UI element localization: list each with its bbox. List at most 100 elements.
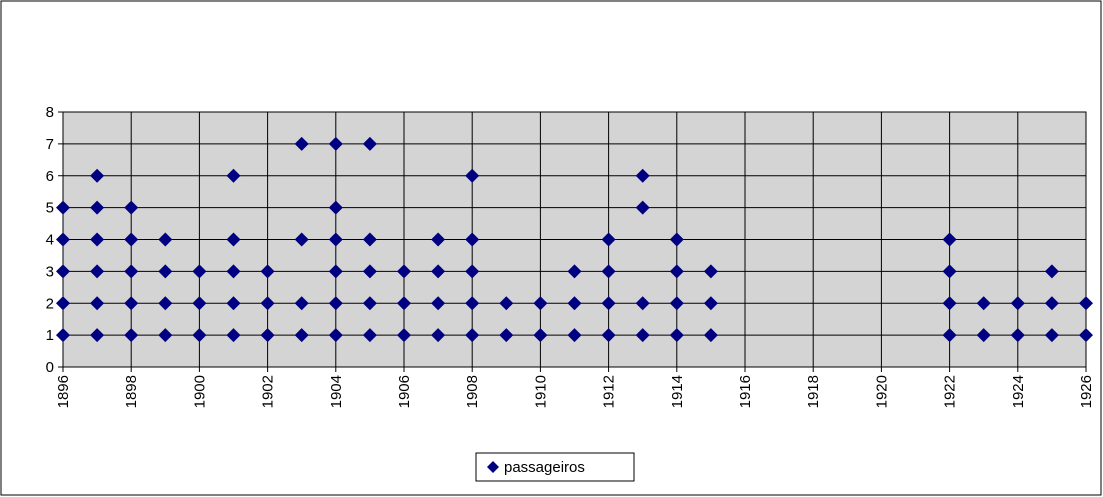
point: [294, 296, 309, 311]
point: [56, 296, 70, 311]
x-tick-label: 1920: [873, 375, 890, 408]
point: [567, 264, 582, 279]
legend: [475, 452, 635, 482]
point: [328, 264, 343, 279]
point: [90, 296, 105, 311]
point: [226, 232, 241, 247]
x-tick-label: 1922: [942, 375, 959, 408]
point: [90, 328, 105, 343]
point: [294, 232, 309, 247]
x-tick-label: 1914: [669, 375, 686, 408]
point: [124, 200, 139, 215]
point: [533, 328, 548, 343]
point: [397, 296, 411, 311]
point: [976, 296, 991, 311]
point: [635, 200, 650, 215]
point: [669, 232, 684, 247]
point: [465, 296, 480, 311]
point: [1010, 328, 1025, 343]
point: [328, 232, 343, 247]
point: [158, 232, 173, 247]
point: [260, 328, 275, 343]
point: [397, 328, 411, 343]
point: [1079, 296, 1093, 311]
x-tick-label: 1902: [260, 375, 277, 408]
point: [567, 328, 582, 343]
point: [294, 136, 309, 151]
point: [397, 264, 411, 279]
point: [328, 328, 343, 343]
point: [499, 328, 514, 343]
point: [362, 136, 377, 151]
point: [635, 296, 650, 311]
point: [226, 264, 241, 279]
point: [124, 264, 139, 279]
point: [260, 296, 275, 311]
point: [158, 296, 173, 311]
point: [669, 264, 684, 279]
point: [601, 264, 616, 279]
x-tick-label: 1926: [1078, 375, 1095, 408]
x-tick-label: 1916: [737, 375, 754, 408]
y-tick-label: 3: [46, 263, 54, 280]
point: [669, 328, 684, 343]
point: [1044, 328, 1059, 343]
point: [703, 296, 718, 311]
point: [567, 296, 582, 311]
point: [942, 296, 957, 311]
x-tick-label: 1910: [532, 375, 549, 408]
point: [362, 264, 377, 279]
point: [431, 232, 446, 247]
x-tick-label: 1912: [601, 375, 618, 408]
point: [1079, 328, 1093, 343]
y-tick-label: 1: [46, 327, 54, 344]
point: [601, 232, 616, 247]
point: [192, 296, 207, 311]
point: [90, 200, 105, 215]
point: [158, 328, 173, 343]
point: [942, 264, 957, 279]
point: [192, 264, 207, 279]
legend-marker: [487, 461, 499, 473]
y-tick-label: 8: [46, 104, 54, 121]
x-tick-label: 1900: [191, 375, 208, 408]
point: [56, 328, 70, 343]
point: [431, 328, 446, 343]
point: [669, 296, 684, 311]
x-tick-label: 1904: [328, 375, 345, 408]
point: [533, 296, 548, 311]
y-tick-label: 0: [46, 359, 54, 376]
point: [942, 328, 957, 343]
point: [635, 168, 650, 183]
x-tick-label: 1906: [396, 375, 413, 408]
point: [635, 328, 650, 343]
point: [328, 200, 343, 215]
y-tick-label: 6: [46, 168, 54, 185]
point: [1044, 264, 1059, 279]
x-tick-label: 1908: [464, 375, 481, 408]
point: [56, 200, 70, 215]
point: [362, 328, 377, 343]
point: [431, 264, 446, 279]
point: [942, 232, 957, 247]
point: [56, 264, 70, 279]
point: [294, 328, 309, 343]
point: [328, 296, 343, 311]
y-tick-label: 7: [46, 136, 54, 153]
point: [328, 136, 343, 151]
y-tick-label: 5: [46, 200, 54, 217]
point: [703, 264, 718, 279]
point: [226, 296, 241, 311]
legend-label: passageiros: [504, 459, 585, 476]
point: [192, 328, 207, 343]
point: [703, 328, 718, 343]
point: [260, 264, 275, 279]
x-tick-label: 1898: [123, 375, 140, 408]
point: [56, 232, 70, 247]
point: [465, 232, 480, 247]
point: [124, 328, 139, 343]
point: [499, 296, 514, 311]
point: [362, 232, 377, 247]
point: [601, 296, 616, 311]
